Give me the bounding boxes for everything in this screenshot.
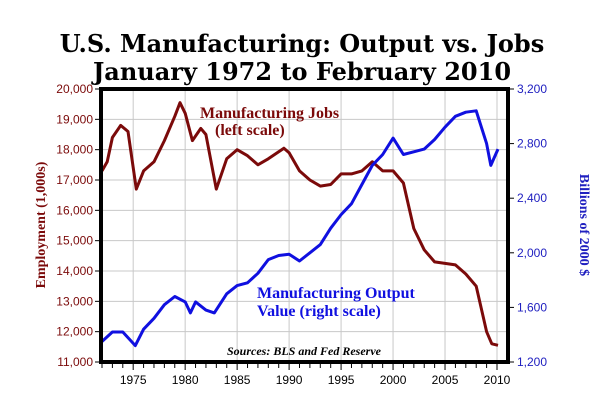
y-right-tick-label: 1,600: [517, 300, 547, 314]
y-right-tick-label: 2,000: [517, 246, 547, 260]
chart-subtitle: January 1972 to February 2010: [91, 57, 511, 86]
x-tick-label: 2010: [484, 373, 511, 387]
y-left-tick-label: 20,000: [56, 82, 93, 96]
y-left-tick-label: 14,000: [56, 264, 93, 278]
y-left-tick-label: 11,000: [57, 355, 93, 369]
y-left-tick-label: 16,000: [56, 203, 93, 217]
x-tick-label: 1980: [172, 373, 199, 387]
x-tick-label: 2005: [432, 373, 459, 387]
x-tick-label: 1995: [328, 373, 355, 387]
source-note: Sources: BLS and Fed Reserve: [227, 344, 382, 358]
x-tick-label: 1975: [120, 373, 147, 387]
y-left-tick-label: 17,000: [56, 173, 93, 187]
y-left-tick-label: 18,000: [56, 143, 93, 157]
y-right-tick-label: 2,800: [517, 137, 547, 151]
series-group: [100, 101, 500, 348]
jobs-series-line: [100, 101, 499, 347]
grid: [101, 88, 508, 363]
y-left-tick-label: 12,000: [56, 325, 93, 339]
jobs-annotation-line2: (left scale): [215, 122, 285, 139]
x-tick-label: 1985: [224, 373, 251, 387]
chart-title: U.S. Manufacturing: Output vs. Jobs: [60, 29, 544, 58]
y-left-tick-label: 13,000: [56, 294, 93, 308]
x-tick-label: 1990: [276, 373, 303, 387]
y-left-label: Employment (1,000s): [34, 161, 49, 288]
axes: 11,000 12,000 13,000 14,000 15,000 16,000 17,0…: [56, 82, 547, 387]
y-right-tick-label: 1,200: [517, 355, 547, 369]
y-left-tick-label: 19,000: [56, 112, 93, 126]
output-annotation-line1: Manufacturing Output: [257, 285, 415, 302]
y-right-tick-label: 3,200: [517, 82, 547, 96]
output-annotation-line2: Value (right scale): [257, 303, 381, 320]
jobs-annotation-line1: Manufacturing Jobs: [200, 105, 339, 122]
output-series-line: [100, 109, 500, 348]
y-right-label: Billions of 2000 $: [576, 174, 591, 276]
y-left-tick-label: 15,000: [56, 234, 93, 248]
y-right-tick-label: 2,400: [517, 191, 547, 205]
x-tick-label: 2000: [380, 373, 407, 387]
plot-frame: [99, 87, 510, 364]
